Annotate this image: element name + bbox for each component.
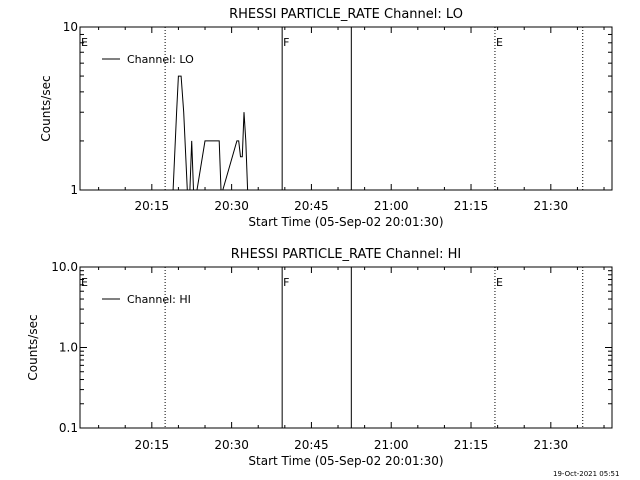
y-tick-label: 1 [70,183,78,197]
legend-label: Channel: LO [127,53,194,66]
x-tick-label: 20:30 [214,199,249,213]
x-tick-label: 21:00 [374,438,409,452]
x-tick-label: 20:45 [294,199,329,213]
y-axis-label: Counts/sec [39,75,53,141]
x-tick-label: 20:15 [135,438,170,452]
x-tick-label: 21:15 [454,438,489,452]
chart-panel-2: RHESSI PARTICLE_RATE Channel: HI Start Ti… [26,247,613,468]
x-axis-label: Start Time (05-Sep-02 20:01:30) [248,215,443,229]
y-tick-label: 10.0 [51,260,78,274]
plot-frame [79,266,613,429]
chart-panel-1: RHESSI PARTICLE_RATE Channel: LO Start Ti… [39,7,613,229]
chart-title: RHESSI PARTICLE_RATE Channel: LO [229,7,463,22]
plot-frame [79,26,613,191]
y-tick-label: 10 [63,20,78,34]
x-axis-label: Start Time (05-Sep-02 20:01:30) [248,454,443,468]
y-axis-label: Counts/sec [26,314,40,380]
x-tick-label: 20:45 [294,438,329,452]
x-tick-label: 21:30 [534,438,569,452]
time-marker-label: E [496,276,503,289]
time-marker-label: F [283,36,289,49]
y-tick-label: 0.1 [59,421,78,435]
x-tick-label: 21:30 [534,199,569,213]
footer-timestamp: 19-Oct-2021 05:51 [553,470,620,478]
series-line-channel-lo [172,75,252,191]
x-tick-label: 20:15 [135,199,170,213]
time-marker-label: F [283,276,289,289]
y-tick-label: 1.0 [59,341,78,355]
chart-title: RHESSI PARTICLE_RATE Channel: HI [231,247,461,262]
x-tick-label: 20:30 [214,438,249,452]
legend-label: Channel: HI [127,293,191,306]
x-tick-label: 21:15 [454,199,489,213]
time-marker-label: E [81,36,88,49]
time-marker-label: E [81,276,88,289]
time-marker-label: E [496,36,503,49]
x-tick-label: 21:00 [374,199,409,213]
